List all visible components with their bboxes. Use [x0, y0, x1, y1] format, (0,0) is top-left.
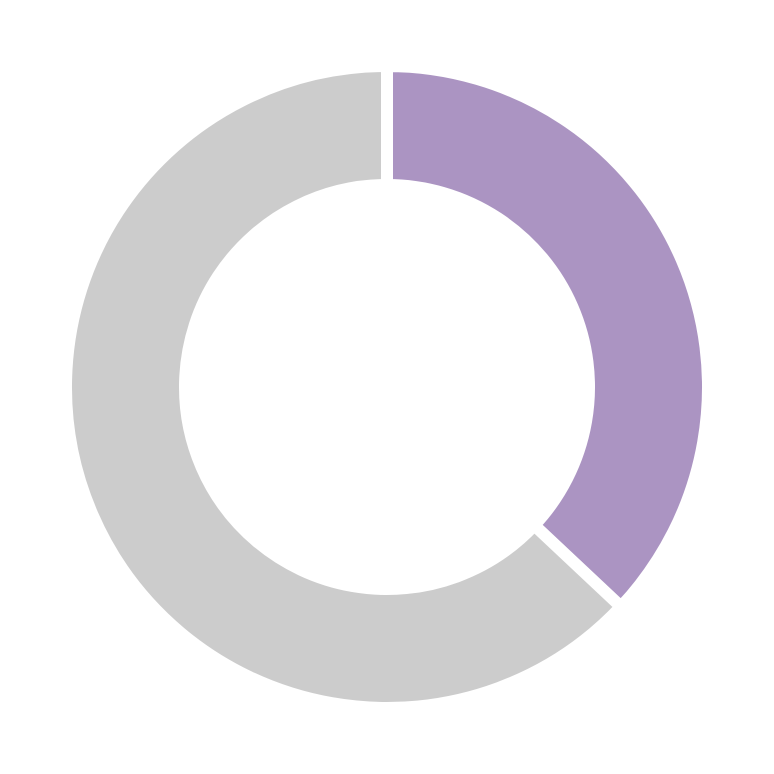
donut-segment: [60, 59, 630, 714]
donut-segment: [381, 59, 714, 616]
